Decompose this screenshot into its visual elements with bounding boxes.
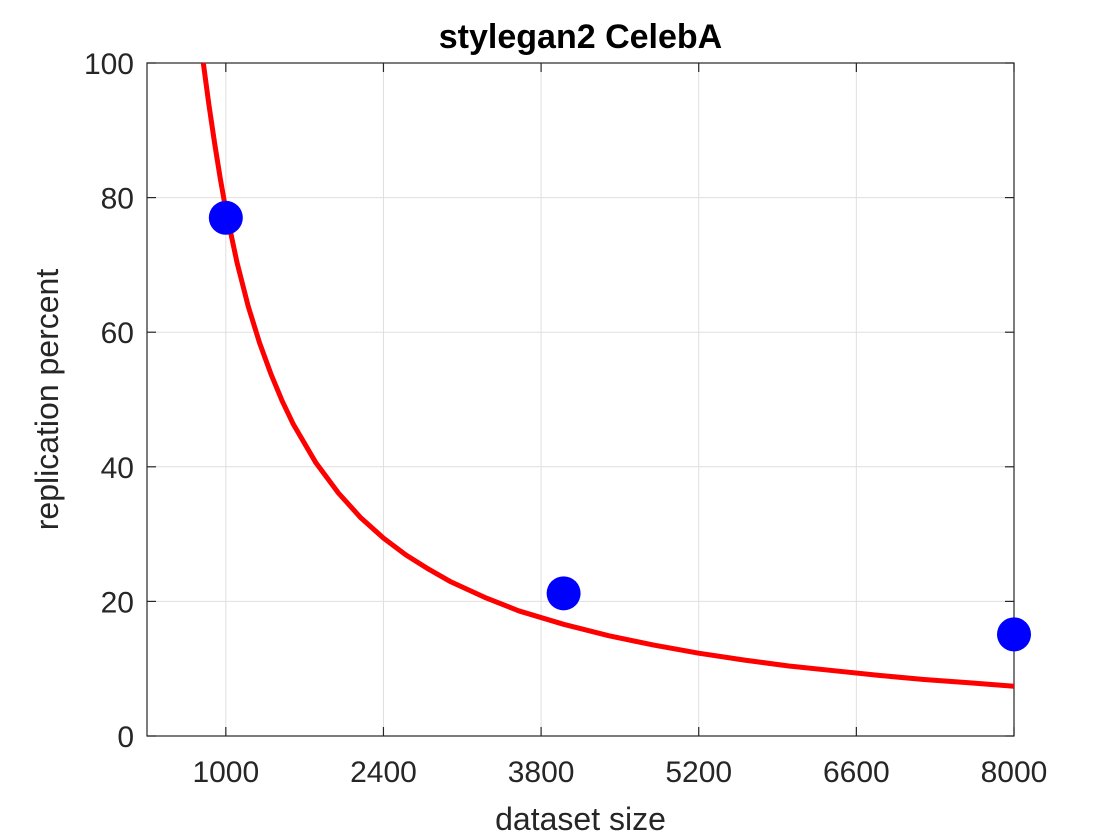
- y-tick-label: 0: [117, 721, 134, 754]
- y-axis-label: replication percent: [29, 269, 65, 531]
- y-tick-label: 60: [101, 317, 134, 350]
- tick-labels: 1000 2400 3800 5200 6600 8000 0 20 40 60 80 100: [84, 48, 1047, 789]
- data-point: [208, 200, 243, 235]
- y-tick-label: 40: [101, 452, 134, 485]
- x-axis-label: dataset size: [495, 801, 666, 837]
- tick-marks: [147, 62, 1015, 737]
- y-tick-label: 20: [101, 586, 134, 619]
- fit-curve: [200, 62, 1015, 689]
- x-tick-label: 3800: [508, 756, 575, 789]
- data-point: [546, 576, 581, 611]
- x-tick-label: 6600: [823, 756, 890, 789]
- x-tick-label: 8000: [981, 756, 1048, 789]
- data-point: [997, 617, 1031, 652]
- series: [200, 62, 1031, 689]
- x-tick-label: 5200: [665, 756, 732, 789]
- x-tick-label: 1000: [192, 756, 259, 789]
- plot-background: [147, 63, 1014, 736]
- chart-title: stylegan2 CelebA: [439, 18, 722, 56]
- y-tick-label: 100: [84, 48, 134, 81]
- plot-frame: [146, 62, 1015, 737]
- x-tick-label: 2400: [350, 756, 417, 789]
- y-tick-label: 80: [101, 183, 134, 216]
